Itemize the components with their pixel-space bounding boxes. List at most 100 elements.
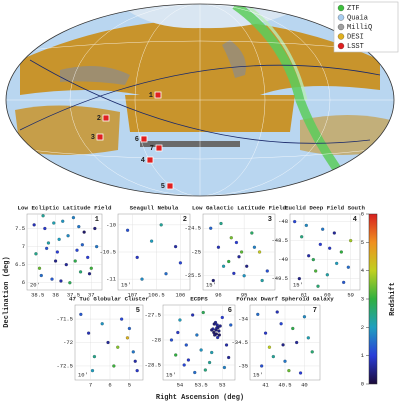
field-label: 6 xyxy=(135,136,139,144)
data-point xyxy=(221,264,226,268)
data-point xyxy=(310,350,314,354)
x-tick-label: 61 xyxy=(301,291,308,298)
data-point xyxy=(227,259,231,264)
field-label: 3 xyxy=(91,134,95,142)
data-point xyxy=(75,248,79,252)
data-point xyxy=(140,277,144,281)
data-point xyxy=(210,328,214,332)
y-tick-label: -49.5 xyxy=(271,275,288,282)
data-point xyxy=(218,324,222,328)
data-point xyxy=(182,363,186,367)
data-point xyxy=(267,345,272,349)
x-tick-label: 7 xyxy=(89,381,92,388)
data-point xyxy=(216,245,221,249)
colorbar xyxy=(368,213,378,385)
data-point xyxy=(164,272,168,276)
data-point xyxy=(50,277,54,281)
y-tick-label: 7.5 xyxy=(15,225,25,232)
field-marker xyxy=(140,135,148,143)
data-point xyxy=(66,234,70,238)
data-point xyxy=(131,350,135,354)
x-axis-label: Right Ascension (deg) xyxy=(156,394,244,402)
y-tick-label: -72.5 xyxy=(56,362,73,369)
y-axis-label: Declination (deg) xyxy=(3,256,11,327)
data-point xyxy=(193,370,197,375)
data-point xyxy=(203,368,207,372)
x-tick-label: 41 xyxy=(262,381,269,388)
y-tick-label: -48.5 xyxy=(271,237,288,244)
data-point xyxy=(335,261,339,265)
data-point xyxy=(68,281,72,285)
data-point xyxy=(229,236,233,240)
x-tick-label: 96 xyxy=(215,291,222,298)
data-point xyxy=(287,369,291,373)
data-point xyxy=(311,258,315,262)
panel-frame xyxy=(289,213,361,291)
data-point xyxy=(169,338,174,342)
field-marker xyxy=(96,133,104,141)
panel-title: 47 Tuc Globular Cluster xyxy=(69,296,150,303)
data-point xyxy=(191,313,195,317)
y-tick-label: -24.5 xyxy=(184,225,201,232)
data-point xyxy=(90,369,95,373)
y-tick-label: -25 xyxy=(191,248,201,255)
legend-swatch xyxy=(337,14,345,21)
colorbar-tick-label: 3 xyxy=(361,295,364,302)
data-point xyxy=(100,322,104,326)
data-point xyxy=(318,242,322,246)
sky-border xyxy=(5,3,395,197)
panel-number: 2 xyxy=(183,216,187,224)
y-tick-label: -10.5 xyxy=(99,248,116,255)
data-point xyxy=(45,246,49,250)
legend-swatch xyxy=(337,42,345,50)
legend-label: MilliQ xyxy=(347,24,372,32)
data-point xyxy=(215,326,219,330)
data-point xyxy=(174,353,178,357)
y-tick-label: -48 xyxy=(278,218,288,225)
legend-swatch xyxy=(337,4,345,12)
data-point xyxy=(125,336,130,340)
data-point xyxy=(316,284,320,288)
data-point xyxy=(211,278,215,283)
data-point xyxy=(39,273,43,278)
data-point xyxy=(281,343,285,347)
data-point xyxy=(106,340,110,345)
data-point xyxy=(92,354,97,359)
colorbar-tick-label: 4 xyxy=(361,267,365,274)
x-tick-label: 106.5 xyxy=(148,291,165,298)
data-point xyxy=(199,348,203,352)
y-tick-label: 7 xyxy=(22,243,25,250)
data-point xyxy=(302,315,307,319)
field-marker xyxy=(102,114,110,122)
data-point xyxy=(95,244,99,249)
y-tick-label: 6 xyxy=(22,279,25,286)
data-point xyxy=(116,345,120,349)
panel-number: 4 xyxy=(353,216,357,224)
data-point xyxy=(298,371,303,375)
panel-number: 6 xyxy=(228,307,232,315)
data-point xyxy=(321,227,325,231)
data-point xyxy=(332,231,336,235)
y-tick-label: -72 xyxy=(63,339,73,346)
data-point xyxy=(304,223,308,227)
data-point xyxy=(339,250,343,254)
x-tick-label: 60 xyxy=(324,291,331,298)
data-point xyxy=(71,216,76,220)
data-point xyxy=(41,214,45,218)
field-marker xyxy=(154,91,162,99)
data-point xyxy=(207,360,212,365)
scale-label: 20' xyxy=(30,281,40,288)
data-point xyxy=(300,235,304,239)
data-point xyxy=(37,266,42,270)
data-point xyxy=(325,273,329,277)
panel-title: Low Galactic Latitude Field xyxy=(192,205,286,212)
x-tick-label: 38.5 xyxy=(31,291,44,298)
data-point xyxy=(82,230,86,234)
data-point xyxy=(86,331,91,335)
scale-label: 15' xyxy=(253,371,263,378)
data-point xyxy=(227,355,231,360)
legend-swatch xyxy=(337,23,345,31)
y-tick-label: -27.5 xyxy=(144,311,161,318)
data-point xyxy=(87,272,92,276)
